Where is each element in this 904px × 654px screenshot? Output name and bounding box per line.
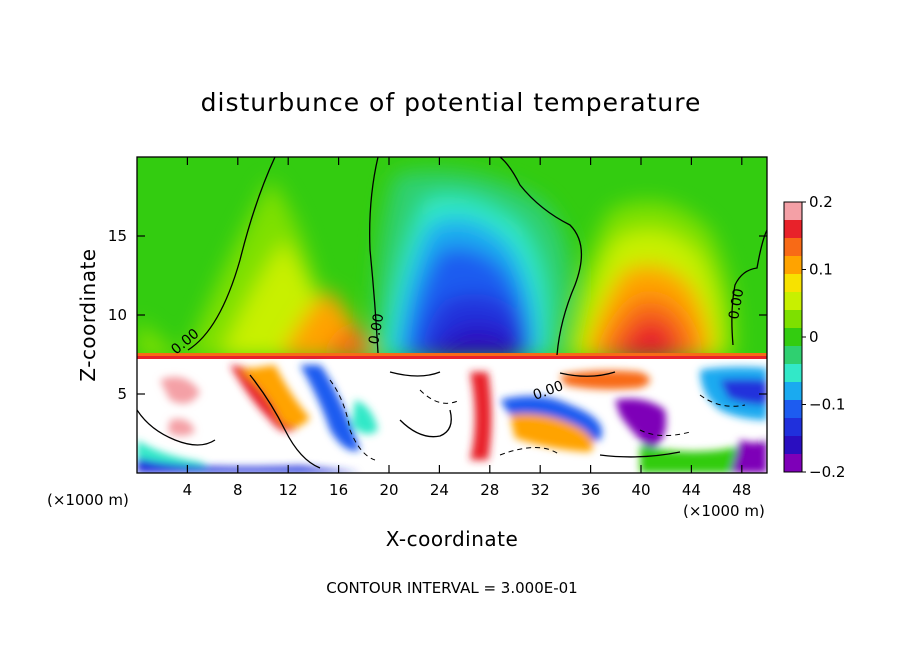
chart-title: disturbunce of potential temperature bbox=[201, 88, 702, 117]
x-tick-label: 36 bbox=[581, 481, 600, 499]
colorbar-swatch bbox=[784, 364, 802, 383]
x-tick-label: 12 bbox=[279, 481, 298, 499]
colorbar-swatch bbox=[784, 346, 802, 365]
z-unit-label: (×1000 m) bbox=[47, 491, 129, 509]
x-tick-label: 8 bbox=[233, 481, 243, 499]
colorbar-swatch bbox=[784, 382, 802, 401]
x-unit-label: (×1000 m) bbox=[683, 502, 765, 520]
x-tick-label: 24 bbox=[430, 481, 449, 499]
colorbar-tick-label: 0 bbox=[809, 328, 819, 346]
contour-label: 0.00 bbox=[366, 312, 387, 345]
x-tick-label: 48 bbox=[732, 481, 751, 499]
colorbar bbox=[784, 202, 802, 473]
contour-label: 0.00 bbox=[726, 287, 747, 320]
x-tick-label: 20 bbox=[379, 481, 398, 499]
colorbar-swatch bbox=[784, 274, 802, 293]
x-axis-title: X-coordinate bbox=[386, 527, 519, 551]
y-tick-label: 10 bbox=[108, 306, 127, 324]
colorbar-tick-label: 0.1 bbox=[809, 261, 833, 279]
colorbar-swatch bbox=[784, 418, 802, 437]
x-tick-label: 4 bbox=[183, 481, 193, 499]
colorbar-swatch bbox=[784, 238, 802, 257]
y-tick-label: 5 bbox=[117, 385, 127, 403]
y-tick-label: 15 bbox=[108, 227, 127, 245]
colorbar-tick-label: −0.2 bbox=[809, 463, 845, 481]
colorbar-swatch bbox=[784, 400, 802, 419]
x-tick-label: 40 bbox=[631, 481, 650, 499]
x-tick-label: 16 bbox=[329, 481, 348, 499]
colorbar-swatch bbox=[784, 328, 802, 347]
y-axis-ticks: 5 10 15 bbox=[108, 227, 767, 403]
colorbar-swatch bbox=[784, 310, 802, 329]
colorbar-swatch bbox=[784, 202, 802, 221]
colorbar-tick-label: 0.2 bbox=[809, 193, 833, 211]
colorbar-swatch bbox=[784, 256, 802, 275]
contour-interval-note: CONTOUR INTERVAL = 3.000E-01 bbox=[326, 579, 577, 597]
colorbar-swatch bbox=[784, 436, 802, 455]
plot-area: 0.00 0.00 0.00 0.00 bbox=[137, 157, 767, 473]
x-axis-ticks: 4 8 12 16 20 24 28 32 36 40 44 48 bbox=[183, 157, 751, 499]
x-tick-label: 28 bbox=[480, 481, 499, 499]
y-axis-title: Z-coordinate bbox=[76, 248, 100, 381]
colorbar-swatch bbox=[784, 454, 802, 473]
colorbar-tick-label: −0.1 bbox=[809, 396, 845, 414]
x-tick-label: 32 bbox=[531, 481, 550, 499]
colorbar-ticks: 0.2 0.1 0 −0.1 −0.2 bbox=[802, 193, 845, 481]
x-tick-label: 44 bbox=[682, 481, 701, 499]
colorbar-swatch bbox=[784, 292, 802, 311]
colorbar-swatch bbox=[784, 220, 802, 239]
